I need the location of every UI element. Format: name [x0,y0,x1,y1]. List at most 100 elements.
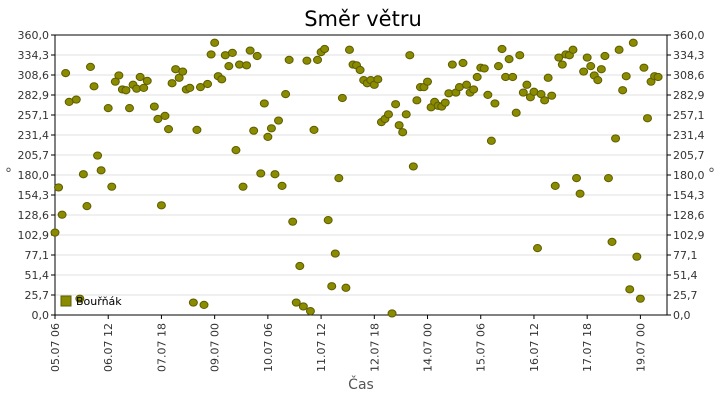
data-point [224,62,234,71]
legend: Bouřňák [60,295,122,308]
data-point [550,181,560,190]
data-point [320,44,330,54]
x-tick-label: 16.07 12 [528,323,541,372]
data-point [603,174,613,183]
data-point [256,169,266,178]
data-point [408,162,418,171]
y-tick-label-right: 0,0 [673,309,691,322]
data-point [547,91,557,100]
data-point [557,60,567,69]
y-tick-label-left: 154,3 [18,189,50,202]
data-point [252,51,262,61]
data-point [121,86,131,95]
y-tick-label-left: 180,0 [18,169,50,182]
data-point [107,182,117,191]
data-point [89,82,99,91]
data-point [522,80,532,89]
data-point [611,134,621,143]
y-tick-label-right: 282,9 [673,89,705,102]
x-tick-label: 14.07 00 [422,323,435,372]
data-point [135,72,145,82]
data-point [284,55,294,64]
data-point [635,294,645,303]
data-point [653,72,663,82]
data-point [469,85,479,94]
data-point [515,51,525,60]
x-tick-label: 10.07 06 [262,323,275,372]
y-tick-label-left: 308,6 [18,69,50,82]
data-point [625,285,635,294]
data-point [156,201,166,210]
data-point [497,44,507,54]
data-point [543,73,553,82]
data-point [536,90,546,99]
data-point [192,125,202,134]
data-point [493,62,503,71]
y-axis-title-right: ° [708,166,715,182]
data-point [575,189,585,198]
data-point [618,86,628,95]
data-point [188,298,198,307]
data-point [572,174,582,183]
data-point [178,67,188,76]
data-point [199,300,209,309]
data-point [114,71,124,80]
data-point [142,76,152,85]
y-tick-label-right: 205,7 [673,149,705,162]
data-point [160,111,170,120]
data-point [596,65,606,74]
data-point [75,294,85,303]
y-tick-label-left: 0,0 [32,309,50,322]
y-axis-right: 0,0 25,7 51,4 77,1 102,9 128,6 154,3 180,0 205,7… [667,29,705,322]
data-point [277,181,287,190]
data-point [621,72,631,81]
data-point [227,48,237,57]
x-tick-label: 05.07 06 [49,323,62,372]
data-point [518,88,528,97]
data-point [270,170,280,179]
data-point [210,38,220,47]
data-point [153,114,163,124]
data-point [394,121,404,130]
data-point [458,58,468,68]
data-point [71,95,81,104]
data-point [323,216,333,225]
y-tick-label-left: 102,9 [18,229,50,242]
data-point [344,45,354,54]
data-point [302,56,312,65]
data-point [167,79,177,88]
data-point [540,96,550,105]
data-point [298,302,308,311]
data-point [149,102,159,111]
y-tick-label-left: 282,9 [18,89,50,102]
y-tick-label-right: 231,4 [673,129,705,142]
data-point [642,114,652,123]
y-tick-label-left: 25,7 [25,289,50,302]
y-tick-label-right: 308,6 [673,69,705,82]
x-tick-label: 12.07 18 [368,323,381,372]
data-point [327,282,337,291]
y-tick-label-right: 180,0 [673,169,705,182]
data-point [217,75,227,84]
y-tick-label-left: 77,1 [25,249,50,262]
data-point [295,261,305,271]
x-axis-title: Čas [348,375,374,393]
data-point [242,61,252,70]
data-point [401,110,411,119]
data-point [607,237,617,246]
data-point [185,83,195,92]
data-point [383,110,393,119]
x-tick-label: 15.07 06 [475,323,488,372]
data-point [586,62,596,71]
data-point [628,38,638,47]
data-point [479,64,489,73]
data-point [334,174,344,183]
data-point [600,51,610,61]
data-point [373,75,383,84]
y-tick-label-right: 257,1 [673,109,705,122]
legend-label: Bouřňák [76,295,122,308]
data-point [305,307,315,316]
data-point [57,210,67,219]
y-tick-label-left: 334,3 [18,49,50,62]
